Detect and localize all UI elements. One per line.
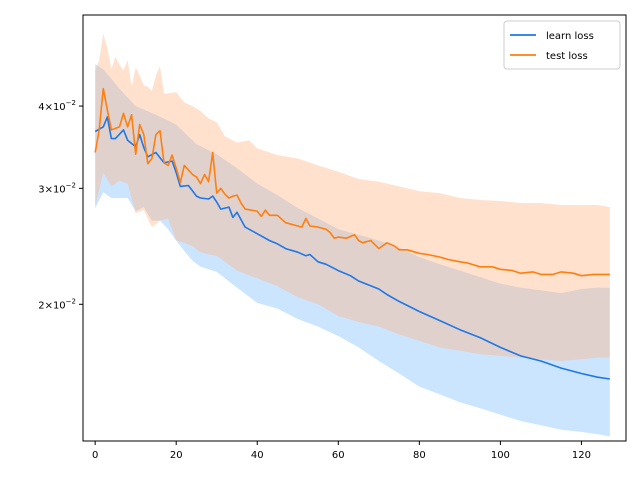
x-axis-ticks: 0 20 40 60 80 100 120 [92,441,591,461]
y-tick-label: 3×10−2 [38,181,76,195]
legend-box [503,20,621,70]
band-test-loss [95,33,610,362]
x-tick-label: 60 [332,450,345,461]
x-tick-label: 0 [92,450,98,461]
series-lines [94,87,610,380]
line-test-loss [94,87,610,277]
band-learn-loss [95,64,610,437]
x-tick-label: 20 [170,450,183,461]
y-tick-label: 2×10−2 [38,297,76,311]
legend-label: learn loss [546,31,594,42]
plot-frame [82,14,627,442]
confidence-bands [95,33,610,437]
legend: learn loss test loss [503,20,621,70]
line-learn-loss [94,116,610,380]
x-tick-label: 40 [251,450,264,461]
y-axis-ticks: 2×10−2 3×10−2 4×10−2 [38,99,83,311]
x-tick-label: 100 [491,450,510,461]
legend-label: test loss [546,51,588,62]
x-tick-label: 80 [413,450,426,461]
x-tick-label: 120 [572,450,591,461]
y-tick-label: 4×10−2 [38,99,76,113]
